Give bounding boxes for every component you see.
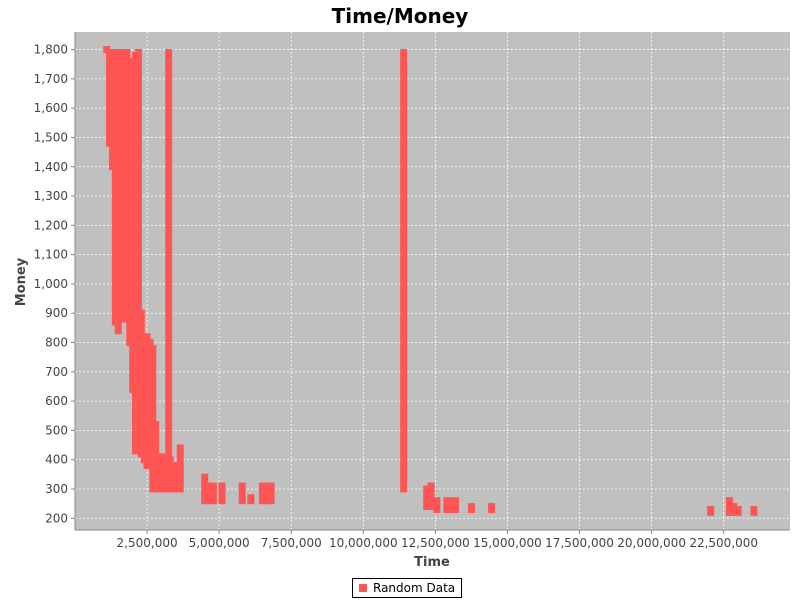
data-point-range bbox=[172, 462, 180, 493]
data-point-range bbox=[467, 503, 475, 513]
data-point-range bbox=[134, 49, 142, 452]
data-point-range bbox=[423, 485, 431, 511]
y-tick-label: 1,300 bbox=[34, 189, 68, 203]
x-tick-label: 2,500,000 bbox=[117, 536, 178, 550]
legend-swatch-icon bbox=[359, 584, 367, 592]
data-point-range bbox=[166, 456, 174, 493]
data-point-range bbox=[427, 482, 435, 511]
data-point-range bbox=[263, 482, 271, 505]
y-tick-label: 600 bbox=[45, 394, 68, 408]
x-tick-label: 22,500,000 bbox=[689, 536, 758, 550]
data-point-range bbox=[258, 482, 266, 505]
data-point-range bbox=[205, 482, 213, 505]
y-tick-label: 1,800 bbox=[34, 43, 68, 57]
data-point-range bbox=[725, 497, 733, 516]
data-point-range bbox=[137, 309, 145, 458]
data-point-range bbox=[247, 494, 255, 505]
plot-area bbox=[75, 32, 790, 530]
y-tick-label: 1,100 bbox=[34, 248, 68, 262]
y-axis-title: Money bbox=[14, 257, 29, 306]
y-tick-label: 1,200 bbox=[34, 218, 68, 232]
y-tick-label: 1,500 bbox=[34, 130, 68, 144]
legend: Random Data bbox=[352, 578, 463, 598]
data-point-range bbox=[734, 505, 742, 516]
data-point-range bbox=[400, 49, 408, 493]
data-point-range bbox=[443, 497, 451, 513]
data-point-range bbox=[238, 482, 246, 505]
data-point-range bbox=[267, 482, 275, 505]
x-tick-label: 10,000,000 bbox=[329, 536, 398, 550]
data-point-range bbox=[433, 497, 441, 513]
y-tick-label: 900 bbox=[45, 306, 68, 320]
x-tick-label: 15,000,000 bbox=[473, 536, 542, 550]
data-point-range bbox=[201, 473, 209, 505]
y-tick-label: 1,000 bbox=[34, 277, 68, 291]
data-point-range bbox=[488, 503, 496, 513]
y-tick-label: 300 bbox=[45, 482, 68, 496]
y-tick-label: 500 bbox=[45, 423, 68, 437]
x-tick-label: 17,500,000 bbox=[545, 536, 614, 550]
y-tick-label: 400 bbox=[45, 453, 68, 467]
x-tick-label: 20,000,000 bbox=[617, 536, 686, 550]
data-point-range bbox=[218, 482, 226, 505]
y-tick-label: 800 bbox=[45, 336, 68, 350]
data-point-range bbox=[149, 344, 157, 493]
y-tick-label: 700 bbox=[45, 365, 68, 379]
y-tick-label: 1,600 bbox=[34, 101, 68, 115]
x-tick-label: 7,500,000 bbox=[261, 536, 322, 550]
data-point-range bbox=[452, 497, 460, 513]
x-tick-label: 12,500,000 bbox=[401, 536, 470, 550]
y-tick-label: 1,400 bbox=[34, 160, 68, 174]
data-point-range bbox=[730, 503, 738, 516]
data-point-range bbox=[750, 505, 758, 516]
legend-label: Random Data bbox=[373, 581, 456, 595]
x-tick-label: 5,000,000 bbox=[189, 536, 250, 550]
data-point-range bbox=[152, 421, 160, 493]
x-axis-title: Time bbox=[414, 555, 450, 570]
y-tick-label: 1,700 bbox=[34, 72, 68, 86]
data-point-range bbox=[160, 456, 168, 493]
data-point-range bbox=[165, 49, 173, 493]
y-tick-label: 200 bbox=[45, 511, 68, 525]
data-point-range bbox=[209, 482, 217, 505]
chart-title: Time/Money bbox=[331, 4, 469, 28]
data-point-range bbox=[176, 444, 184, 493]
data-point-range bbox=[707, 505, 715, 516]
